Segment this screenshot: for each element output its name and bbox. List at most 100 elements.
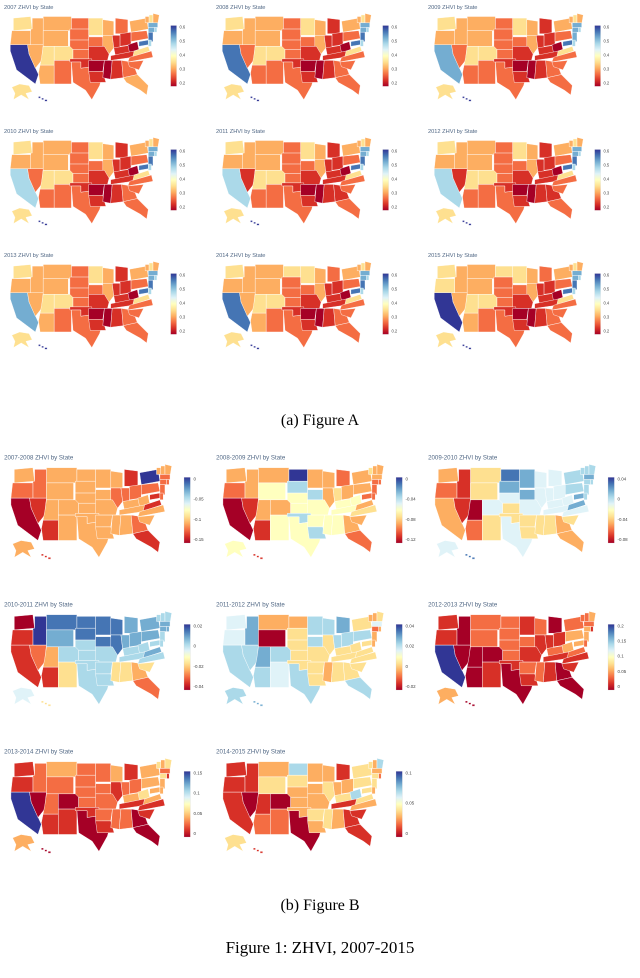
state-RI (378, 773, 382, 779)
state-AK (11, 83, 33, 100)
state-NV (453, 497, 471, 524)
state-MD (350, 287, 361, 295)
colorbar-tick-label: 0.5 (603, 286, 609, 291)
state-MO (300, 294, 322, 309)
state-NV (27, 292, 44, 317)
state-NH (360, 138, 366, 147)
state-NH (584, 465, 590, 475)
colorbar-tick-label: 0.5 (179, 162, 185, 167)
state-NC (349, 798, 378, 811)
state-AL (534, 184, 548, 204)
state-IN (332, 487, 342, 502)
colorbar (382, 149, 389, 211)
colorbar-tick-label: 0.2 (618, 624, 625, 629)
state-FL (123, 74, 149, 96)
state-MN (88, 141, 104, 160)
state-SC (551, 60, 568, 71)
state-NE (69, 287, 91, 298)
state-LA (512, 71, 531, 83)
state-WI (322, 764, 335, 783)
state-CT (159, 773, 167, 779)
state-CO (477, 294, 498, 309)
state-NC (127, 174, 154, 187)
state-AR (300, 308, 317, 320)
map-cell: 2014 ZHVI by State 0.6 0.5 0.4 0.3 0.2 (214, 250, 426, 374)
state-PA (141, 776, 161, 789)
state-FL (547, 198, 573, 220)
state-WY (254, 278, 281, 295)
map-cell: 2015 ZHVI by State 0.6 0.5 0.4 0.3 0.2 (426, 250, 638, 374)
state-CT (572, 275, 579, 281)
us-map (10, 758, 172, 854)
colorbar-tick-label: 0.6 (603, 272, 609, 277)
colorbar (594, 273, 601, 335)
map-cell: 2011 ZHVI by State 0.6 0.5 0.4 0.3 0.2 (214, 126, 426, 250)
state-RI (154, 27, 158, 33)
state-MN (512, 141, 528, 160)
state-CT (583, 479, 591, 485)
colorbar-tick-label: 0.6 (179, 24, 185, 29)
state-WA (225, 16, 245, 31)
state-DE (159, 639, 164, 648)
state-MN (300, 265, 316, 284)
state-AK (11, 207, 33, 224)
state-AR (95, 661, 113, 675)
state-NJ (148, 32, 154, 42)
state-LA (300, 195, 319, 207)
state-AL (534, 60, 548, 80)
state-AL (331, 661, 346, 683)
figure-caption: Figure 1: ZHVI, 2007-2015 (225, 938, 415, 957)
colorbar-tick-label: 0.3 (179, 190, 185, 195)
state-MI (539, 17, 553, 34)
state-CO (270, 793, 291, 810)
colorbar (183, 771, 191, 838)
state-VT (144, 264, 150, 271)
us-map (434, 464, 596, 560)
us-map (434, 137, 584, 226)
state-ID (30, 141, 44, 169)
colorbar (170, 273, 177, 335)
state-ND (71, 17, 89, 30)
colorbar-tick-label: 0.4 (179, 300, 185, 305)
state-MA (148, 270, 158, 276)
state-SC (137, 661, 156, 673)
subcaption-b: (b) Figure B (280, 897, 360, 914)
us-choropleth: 2013-2014 ZHVI by State 0.15 0.1 0.05 0 (4, 748, 203, 854)
colorbar-tick-label: 0.6 (603, 148, 609, 153)
state-MT (42, 140, 72, 155)
state-ND (288, 616, 308, 629)
state-AZ (462, 312, 479, 333)
colorbar-tick-label: 0.5 (603, 162, 609, 167)
colorbar (607, 477, 615, 544)
state-RI (578, 275, 582, 281)
state-VT (356, 264, 362, 271)
state-HI (462, 220, 472, 226)
state-IA (300, 36, 317, 47)
state-MI (548, 469, 563, 487)
state-NH (572, 14, 578, 23)
state-NJ (583, 631, 590, 642)
state-MT (466, 140, 496, 155)
state-CO (482, 646, 503, 663)
state-WA (437, 264, 457, 279)
state-RI (154, 275, 158, 281)
state-MT (42, 264, 72, 279)
state-IA (95, 489, 113, 501)
state-WA (226, 467, 247, 484)
state-HI (38, 220, 48, 226)
state-MO (307, 793, 330, 810)
state-CO (265, 170, 286, 185)
state-CO (270, 646, 291, 663)
map-title: 2012-2013 ZHVI by State (428, 601, 498, 608)
state-CO (482, 499, 503, 516)
state-NC (561, 504, 590, 517)
state-AL (331, 514, 346, 536)
colorbar (170, 25, 177, 87)
state-WY (254, 30, 281, 47)
state-NC (339, 50, 366, 63)
state-NJ (159, 631, 166, 642)
state-AZ (253, 813, 271, 835)
state-AL (119, 661, 134, 683)
state-ID (244, 616, 259, 646)
state-NM (482, 514, 502, 541)
